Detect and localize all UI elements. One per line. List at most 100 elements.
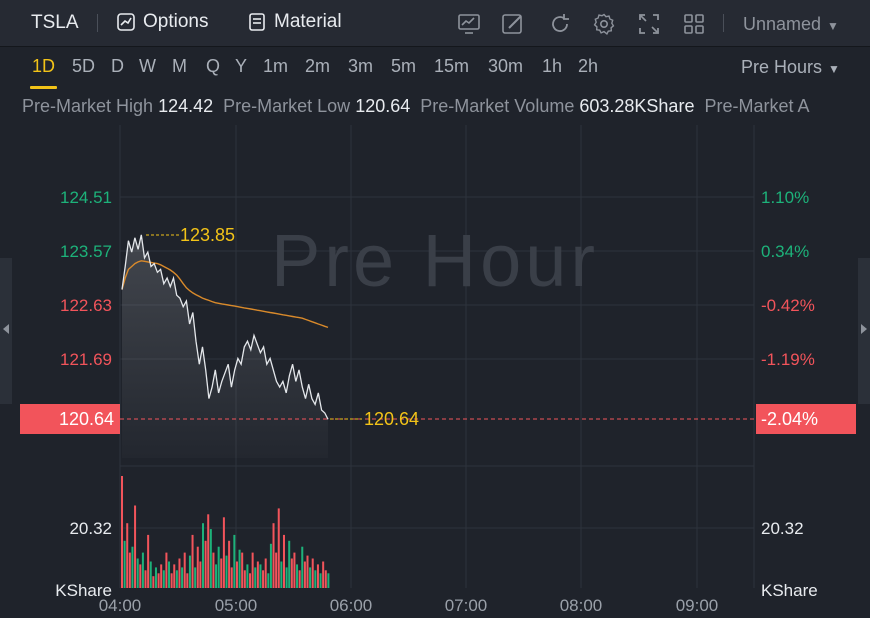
stat-value: 603.28KShare (579, 96, 695, 116)
timeframe-5m[interactable]: 5m (391, 56, 417, 76)
current-percent-badge (756, 404, 856, 434)
chart-watermark: Pre Hour (271, 219, 599, 302)
divider (723, 14, 724, 32)
stat-value: 124.42 (158, 96, 214, 116)
document-icon (249, 13, 265, 31)
current-percent-label: -2.04% (761, 409, 818, 429)
grid-layout-icon[interactable] (682, 12, 706, 36)
volume-bar (199, 561, 202, 588)
scroll-left-handle[interactable] (0, 258, 12, 404)
volume-bar (267, 573, 270, 588)
volume-bar (243, 570, 246, 588)
volume-bar (126, 523, 129, 588)
volume-bar (128, 552, 131, 588)
symbol-label[interactable]: TSLA (31, 12, 79, 33)
volume-bar (327, 573, 330, 588)
volume-bar (178, 558, 181, 588)
volume-bar (212, 552, 215, 588)
refresh-icon[interactable] (548, 12, 572, 36)
time-tick-label: 08:00 (560, 596, 603, 615)
chart-settings-icon[interactable] (457, 12, 481, 36)
volume-bar (194, 567, 197, 588)
volume-bar (238, 549, 241, 588)
last-price-label: 120.64 (364, 409, 419, 429)
volume-bar (316, 564, 319, 588)
volume-tick-label: 20.32 (761, 519, 804, 538)
draw-pencil-icon[interactable] (501, 12, 525, 36)
current-price-badge (20, 404, 120, 434)
volume-bar (160, 564, 163, 588)
volume-bar (290, 558, 293, 588)
time-tick-label: 09:00 (676, 596, 719, 615)
timeframe-1h[interactable]: 1h (542, 56, 563, 76)
volume-bar (303, 561, 306, 588)
time-tick-label: 05:00 (215, 596, 258, 615)
material-label: Material (274, 11, 342, 32)
volume-bar (225, 555, 228, 588)
volume-bar (141, 552, 144, 588)
session-selector[interactable]: Pre Hours ▼ (741, 57, 840, 78)
volume-bar (228, 540, 231, 588)
scroll-right-handle[interactable] (858, 258, 870, 404)
volume-bar (264, 558, 267, 588)
percent-tick-label: 1.10% (761, 188, 809, 207)
volume-unit-label: KShare (761, 581, 818, 600)
volume-bar (220, 558, 223, 588)
timeframe-y[interactable]: Y (235, 56, 248, 76)
timeframe-2m[interactable]: 2m (305, 56, 331, 76)
timeframe-15m[interactable]: 15m (434, 56, 470, 76)
timeframe-1d[interactable]: 1D (32, 56, 56, 76)
volume-bar (280, 561, 283, 588)
timeframe-3m[interactable]: 3m (348, 56, 374, 76)
percent-tick-label: -1.19% (761, 350, 815, 369)
timeframe-1m[interactable]: 1m (263, 56, 289, 76)
options-button[interactable]: Options (116, 11, 208, 33)
volume-bar (301, 546, 304, 588)
volume-bar (241, 552, 244, 588)
timeframe-5d[interactable]: 5D (72, 56, 96, 76)
volume-bar (215, 564, 218, 588)
timeframe-q[interactable]: Q (206, 56, 221, 76)
active-timeframe-underline (30, 86, 57, 89)
volume-bar (259, 564, 262, 588)
timeframe-bar: Pre Hours ▼ 1D 5D D W M Q Y 1m 2m 3m 5m 15m 30m 1h 2h (0, 47, 870, 89)
timeframe-w[interactable]: W (139, 56, 156, 76)
volume-bar (249, 573, 252, 588)
chart-grid (119, 125, 755, 588)
volume-bar (311, 558, 314, 588)
layout-selector[interactable]: Unnamed ▼ (743, 14, 839, 35)
volume-bar (121, 476, 124, 588)
volume-bar (147, 534, 150, 588)
volume-bar (298, 570, 301, 588)
gear-icon[interactable] (592, 12, 616, 36)
timeframe-d[interactable]: D (111, 56, 124, 76)
fullscreen-icon[interactable] (637, 12, 661, 36)
timeframe-m[interactable]: M (172, 56, 187, 76)
volume-bar (131, 546, 134, 588)
time-tick-label: 07:00 (445, 596, 488, 615)
volume-bar (168, 561, 171, 588)
timeframe-30m[interactable]: 30m (488, 56, 524, 76)
volume-bar (207, 514, 210, 588)
percent-tick-label: -0.42% (761, 296, 815, 315)
time-tick-label: 04:00 (99, 596, 142, 615)
material-button[interactable]: Material (247, 11, 342, 33)
stat-label: Pre-Market High (22, 96, 154, 116)
volume-bar (201, 523, 204, 588)
volume-bar (181, 567, 184, 588)
volume-bar (222, 517, 225, 588)
volume-bar (275, 552, 278, 588)
average-price-line (121, 260, 329, 329)
volume-bar (183, 552, 186, 588)
top-toolbar: TSLA Options Material Unnamed ▼ (0, 0, 870, 47)
volume-bar (165, 552, 168, 588)
divider (97, 14, 98, 32)
timeframe-2h[interactable]: 2h (578, 56, 599, 76)
high-price-label: 123.85 (180, 225, 235, 245)
volume-bar (217, 546, 220, 588)
axis-labels: 124.51 123.57 122.63 121.69 1.10% 0.34% -0.42%… (20, 188, 856, 615)
price-tick-label: 123.57 (60, 242, 112, 261)
current-price-label: 120.64 (59, 409, 114, 429)
volume-bar (196, 546, 199, 588)
